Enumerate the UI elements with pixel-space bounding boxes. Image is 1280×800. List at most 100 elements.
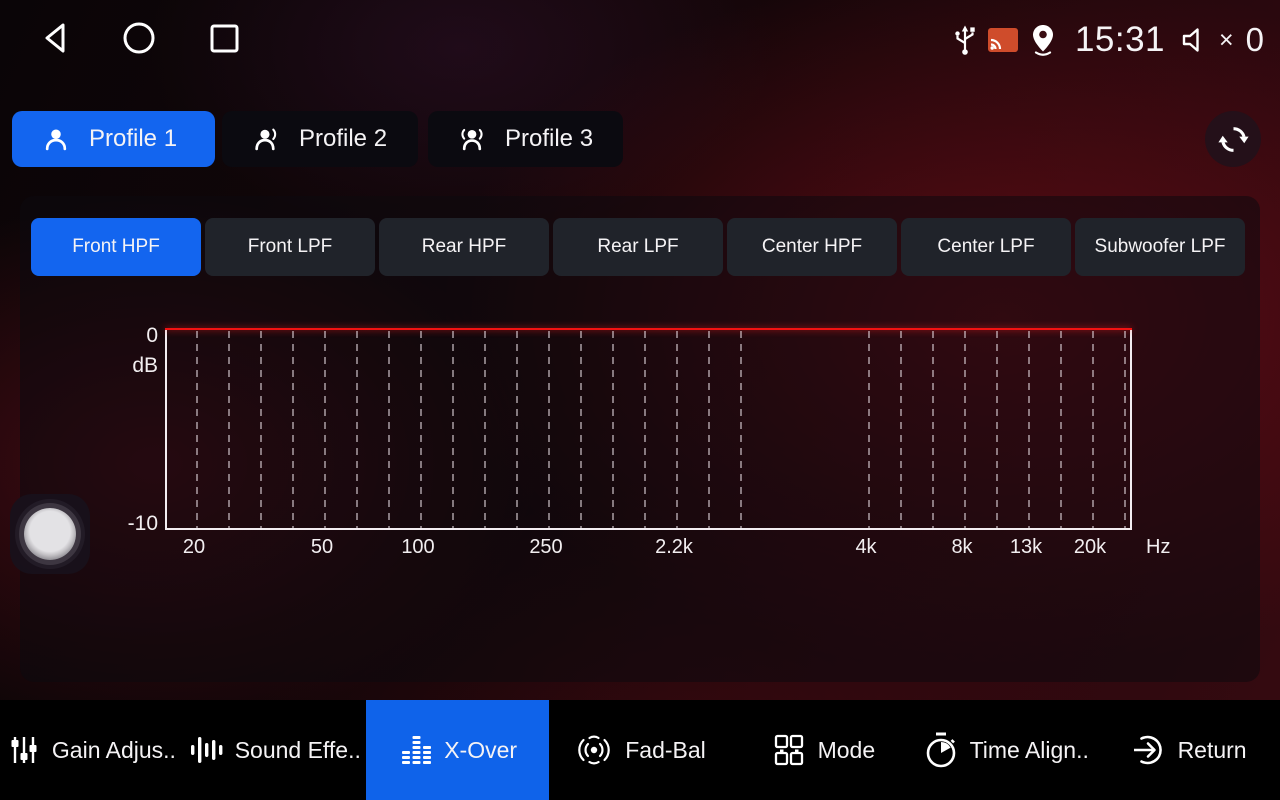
tab-label: Rear LPF — [597, 236, 679, 257]
nav-sound-effect[interactable]: Sound Effe.. — [183, 700, 366, 800]
x-axis-labels: Hz 20 50 100 250 2.2k 4k 8k 13k 20k — [165, 536, 1205, 566]
x-axis-tick: 2.2k — [655, 536, 693, 558]
gridline — [1124, 331, 1126, 528]
tab-label: Front HPF — [72, 236, 160, 257]
profile-1-label: Profile 1 — [89, 125, 178, 152]
profile-3-button[interactable]: Profile 3 — [428, 111, 623, 167]
gridline — [548, 331, 550, 528]
gridline — [708, 331, 710, 528]
location-icon — [1028, 23, 1058, 57]
nav-label: Gain Adjus.. — [51, 736, 176, 763]
gridline — [420, 331, 422, 528]
gridline — [1028, 331, 1030, 528]
y-axis-unit: dB — [132, 354, 158, 377]
tab-center-hpf[interactable]: Center HPF — [727, 218, 897, 276]
x-axis-tick: 8k — [951, 536, 973, 558]
gain-adjust-icon — [7, 733, 41, 767]
nav-return[interactable]: Return — [1097, 700, 1280, 800]
xover-eq-icon — [397, 732, 433, 768]
recents-icon[interactable] — [206, 20, 242, 56]
gridline — [644, 331, 646, 528]
status-bar: 15:31 × 0 — [0, 0, 1280, 80]
gridline — [292, 331, 294, 528]
back-icon[interactable] — [38, 20, 72, 56]
fader-balance-icon — [574, 733, 614, 767]
nav-fad-bal[interactable]: Fad-Bal — [549, 700, 732, 800]
profile-2-label: Profile 2 — [299, 125, 388, 152]
nav-label: Sound Effe.. — [234, 736, 361, 763]
person-icon — [42, 126, 70, 153]
sound-effect-icon — [188, 733, 224, 767]
mode-grid-icon — [771, 732, 807, 768]
profile-2-button[interactable]: Profile 2 — [222, 111, 418, 167]
gridline — [324, 331, 326, 528]
tab-subwoofer-lpf[interactable]: Subwoofer LPF — [1075, 218, 1245, 276]
time-alignment-icon — [923, 731, 959, 769]
x-axis-tick: 20 — [182, 536, 206, 558]
nav-label: Time Align.. — [969, 736, 1089, 763]
gridline — [996, 331, 998, 528]
xover-panel: Front HPF Front LPF Rear HPF Rear LPF Ce… — [20, 196, 1260, 800]
bottom-nav-bar: Gain Adjus.. Sound Effe.. — [0, 700, 1280, 800]
nav-label: X-Over — [444, 736, 518, 763]
nav-label: Fad-Bal — [625, 736, 706, 763]
nav-mode[interactable]: Mode — [731, 700, 914, 800]
profile-3-label: Profile 3 — [505, 125, 594, 152]
x-axis-tick: 50 — [310, 536, 334, 558]
gridline — [868, 331, 870, 528]
filter-tabs: Front HPF Front LPF Rear HPF Rear LPF Ce… — [31, 218, 1245, 276]
gridline — [964, 331, 966, 528]
nav-label: Mode — [817, 736, 876, 763]
reset-sync-button[interactable] — [1205, 111, 1261, 167]
gridline — [676, 331, 678, 528]
x-axis-tick: 100 — [401, 536, 435, 558]
assistive-touch-ball[interactable] — [10, 494, 90, 574]
profile-1-button[interactable]: Profile 1 — [12, 111, 215, 167]
nav-gain-adjust[interactable]: Gain Adjus.. — [0, 700, 183, 800]
mute-x-symbol: × — [1219, 25, 1234, 54]
gridline — [1060, 331, 1062, 528]
gridline — [484, 331, 486, 528]
tab-rear-hpf[interactable]: Rear HPF — [379, 218, 549, 276]
tab-label: Center HPF — [761, 236, 863, 257]
gridline — [228, 331, 230, 528]
home-icon[interactable] — [121, 20, 157, 56]
tab-center-lpf[interactable]: Center LPF — [901, 218, 1071, 276]
nav-xover[interactable]: X-Over — [365, 700, 549, 800]
gridline — [900, 331, 902, 528]
x-axis-tick: 13k — [1009, 536, 1043, 558]
y-axis-tick-minus10: -10 — [127, 512, 158, 535]
gridline — [740, 331, 742, 528]
person-speaking-icon — [252, 126, 280, 153]
gridline — [196, 331, 198, 528]
response-curve — [165, 328, 1132, 330]
x-axis-unit: Hz — [1146, 536, 1171, 558]
cast-icon — [987, 27, 1019, 53]
clock: 15:31 — [1074, 20, 1166, 59]
android-system-nav — [38, 20, 242, 56]
volume-muted-icon — [1180, 25, 1208, 55]
person-broadcast-icon — [458, 126, 486, 153]
tab-front-lpf[interactable]: Front LPF — [205, 218, 375, 276]
tab-label: Center LPF — [937, 236, 1035, 257]
gridline — [1092, 331, 1094, 528]
gridline — [580, 331, 582, 528]
gridline — [356, 331, 358, 528]
gridline — [260, 331, 262, 528]
gridline — [452, 331, 454, 528]
gridline — [516, 331, 518, 528]
volume-level: 0 — [1245, 21, 1264, 58]
nav-label: Return — [1177, 736, 1247, 763]
return-icon — [1131, 732, 1167, 768]
tab-label: Front LPF — [247, 236, 333, 257]
gridline — [612, 331, 614, 528]
tab-front-hpf[interactable]: Front HPF — [31, 218, 201, 276]
usb-icon — [952, 24, 978, 56]
assistive-ball-icon — [24, 508, 76, 560]
y-axis-tick-0: 0 — [146, 324, 158, 347]
gridline — [388, 331, 390, 528]
tab-rear-lpf[interactable]: Rear LPF — [553, 218, 723, 276]
gridline — [932, 331, 934, 528]
nav-time-align[interactable]: Time Align.. — [914, 700, 1097, 800]
